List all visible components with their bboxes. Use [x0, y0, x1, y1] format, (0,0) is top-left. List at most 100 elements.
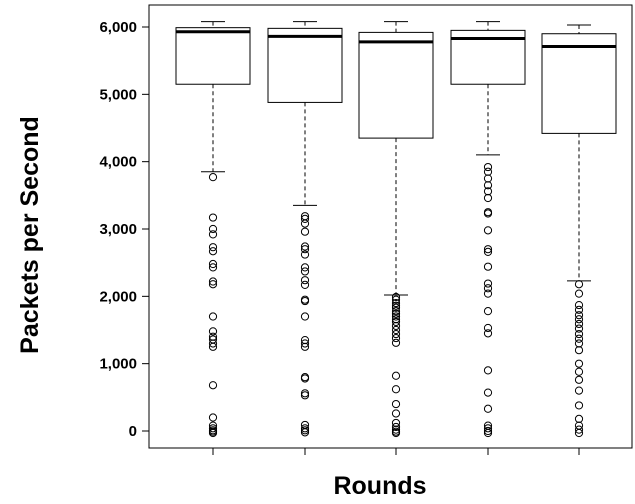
box-round-5	[541, 24, 617, 438]
outlier-point	[574, 386, 584, 395]
outlier-point	[300, 250, 310, 259]
outlier-point	[391, 422, 401, 432]
outlier-point	[300, 242, 310, 251]
x-axis-title: Rounds	[333, 472, 426, 500]
outlier-point	[208, 327, 218, 336]
y-axis-title: Packets per Second	[16, 116, 44, 354]
y-tick-label: 1,000	[99, 356, 137, 373]
outlier-point	[483, 366, 493, 375]
outlier-point	[391, 399, 401, 409]
outlier-point	[483, 307, 493, 316]
outlier-point	[300, 426, 310, 435]
outlier-point	[574, 367, 584, 376]
outlier-point	[391, 317, 401, 327]
outlier-point	[483, 174, 493, 183]
x-axis	[212, 448, 580, 455]
outlier-point	[483, 428, 493, 438]
outlier-point	[300, 214, 310, 223]
outlier-point	[208, 312, 218, 321]
outlier-point	[208, 173, 218, 182]
outlier-point	[391, 321, 401, 331]
outlier-point	[300, 374, 310, 383]
outlier-point	[391, 307, 401, 316]
y-tick-label: 6,000	[99, 19, 137, 36]
outlier-point	[391, 329, 401, 339]
outlier-point	[483, 226, 493, 235]
outlier-point	[483, 424, 493, 433]
outlier-point	[208, 230, 218, 239]
outlier-point	[391, 338, 401, 347]
outlier-point	[208, 381, 218, 390]
outlier-point	[574, 289, 584, 298]
outlier-point	[483, 209, 493, 218]
outlier-point	[574, 346, 584, 355]
outlier-point	[391, 371, 401, 380]
outlier-point	[300, 312, 310, 321]
outlier-point	[208, 247, 218, 256]
outlier-point	[483, 167, 493, 176]
outlier-point	[574, 425, 584, 434]
outlier-point	[300, 245, 310, 254]
box-round-4	[450, 21, 526, 438]
outlier-point	[483, 284, 493, 293]
outlier-point	[483, 323, 493, 333]
outlier-point	[391, 333, 401, 343]
outlier-point	[300, 391, 310, 400]
outlier-point	[574, 315, 584, 324]
outlier-point	[574, 334, 584, 343]
outlier-point	[574, 280, 584, 289]
outlier-point	[391, 309, 401, 318]
boxes-group	[175, 21, 617, 438]
outlier-point	[483, 426, 493, 436]
outlier-point	[208, 424, 218, 433]
outlier-point	[208, 224, 218, 234]
y-tick-label: 5,000	[99, 86, 137, 103]
y-axis: 0 1,000 2,000 3,000 4,000 5,000 6,000	[99, 19, 149, 440]
box-round-3	[358, 21, 434, 438]
outlier-point	[300, 267, 310, 276]
iqr-box	[175, 27, 251, 85]
outlier-point	[300, 389, 310, 398]
plot-frame	[148, 4, 633, 449]
outlier-point	[300, 227, 310, 236]
outlier-point	[483, 329, 493, 338]
outlier-point	[391, 298, 401, 308]
outlier-point	[300, 424, 310, 433]
outlier-point	[483, 388, 493, 397]
box-round-1	[175, 21, 251, 438]
iqr-box	[358, 31, 434, 139]
outlier-point	[300, 296, 310, 306]
outlier-point	[300, 339, 310, 348]
outlier-point	[483, 245, 493, 254]
outlier-point	[574, 375, 584, 384]
outlier-point	[574, 324, 584, 333]
outlier-point	[300, 263, 310, 272]
y-tick-label: 4,000	[99, 154, 137, 171]
outlier-point	[208, 213, 218, 222]
outlier-point	[483, 193, 493, 203]
iqr-box	[267, 27, 343, 103]
outlier-point	[208, 428, 218, 438]
outlier-point	[391, 312, 401, 321]
outlier-point	[391, 303, 401, 312]
outlier-point	[208, 342, 218, 351]
outlier-point	[483, 162, 493, 172]
outlier-point	[574, 319, 584, 329]
outlier-point	[574, 339, 584, 348]
outlier-point	[208, 277, 218, 286]
outlier-point	[208, 413, 218, 422]
outlier-point	[391, 409, 401, 418]
outlier-point	[300, 342, 310, 351]
outlier-point	[300, 276, 310, 285]
outlier-point	[483, 262, 493, 271]
outlier-point	[483, 289, 493, 298]
box-round-2	[267, 21, 343, 437]
outlier-point	[574, 428, 584, 438]
outlier-point	[300, 428, 310, 437]
outlier-point	[208, 339, 218, 348]
outlier-point	[208, 263, 218, 272]
outlier-point	[574, 300, 584, 310]
y-tick-label: 0	[129, 423, 137, 440]
outlier-point	[391, 428, 401, 438]
